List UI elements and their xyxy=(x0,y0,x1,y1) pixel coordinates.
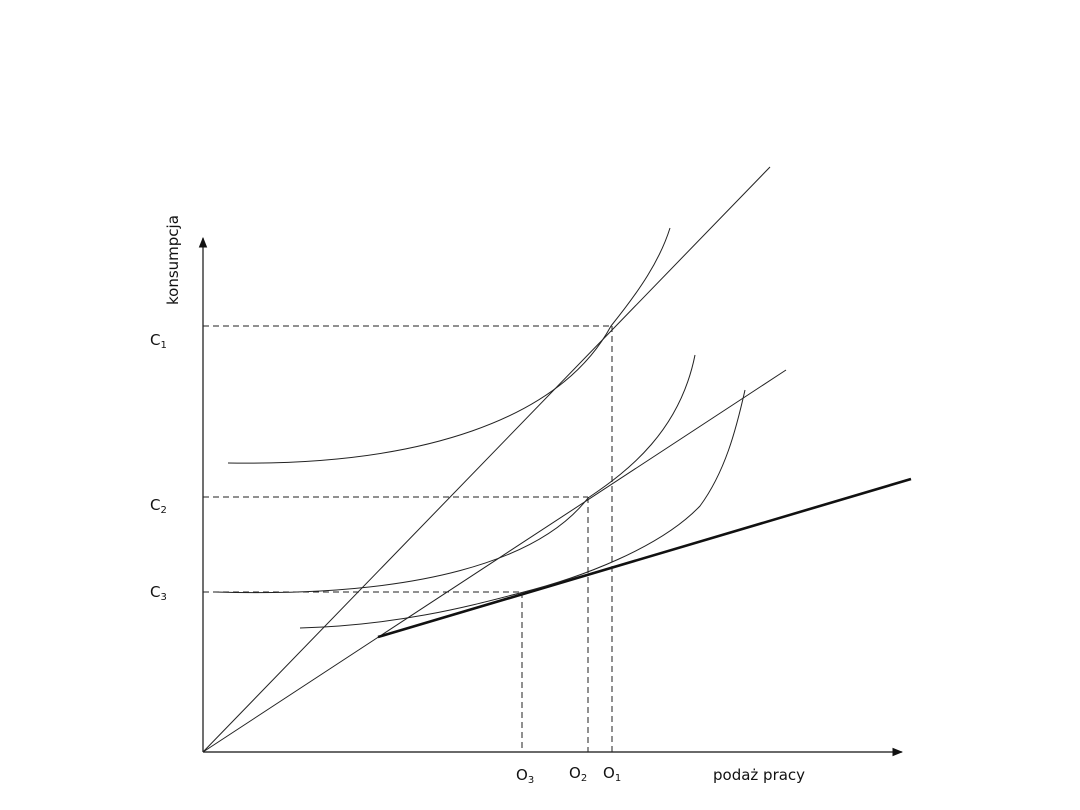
budget-line-3 xyxy=(377,477,912,639)
y-axis-title: konsumpcja xyxy=(164,215,182,305)
x-tick-o1: O1 xyxy=(603,764,621,784)
indifference-curve-3 xyxy=(299,389,746,629)
y-tick-c1: C1 xyxy=(150,331,167,351)
budget-line-2 xyxy=(202,369,787,753)
y-tick-c2: C2 xyxy=(150,496,167,516)
budget-line-1 xyxy=(202,166,771,753)
y-tick-c3: C3 xyxy=(150,583,167,603)
indifference-curve-2 xyxy=(214,354,696,594)
x-axis-title: podaż pracy xyxy=(713,766,805,784)
indifference-curve-1 xyxy=(227,227,671,464)
x-tick-o3: O3 xyxy=(516,766,534,786)
x-tick-o2: O2 xyxy=(569,764,587,784)
